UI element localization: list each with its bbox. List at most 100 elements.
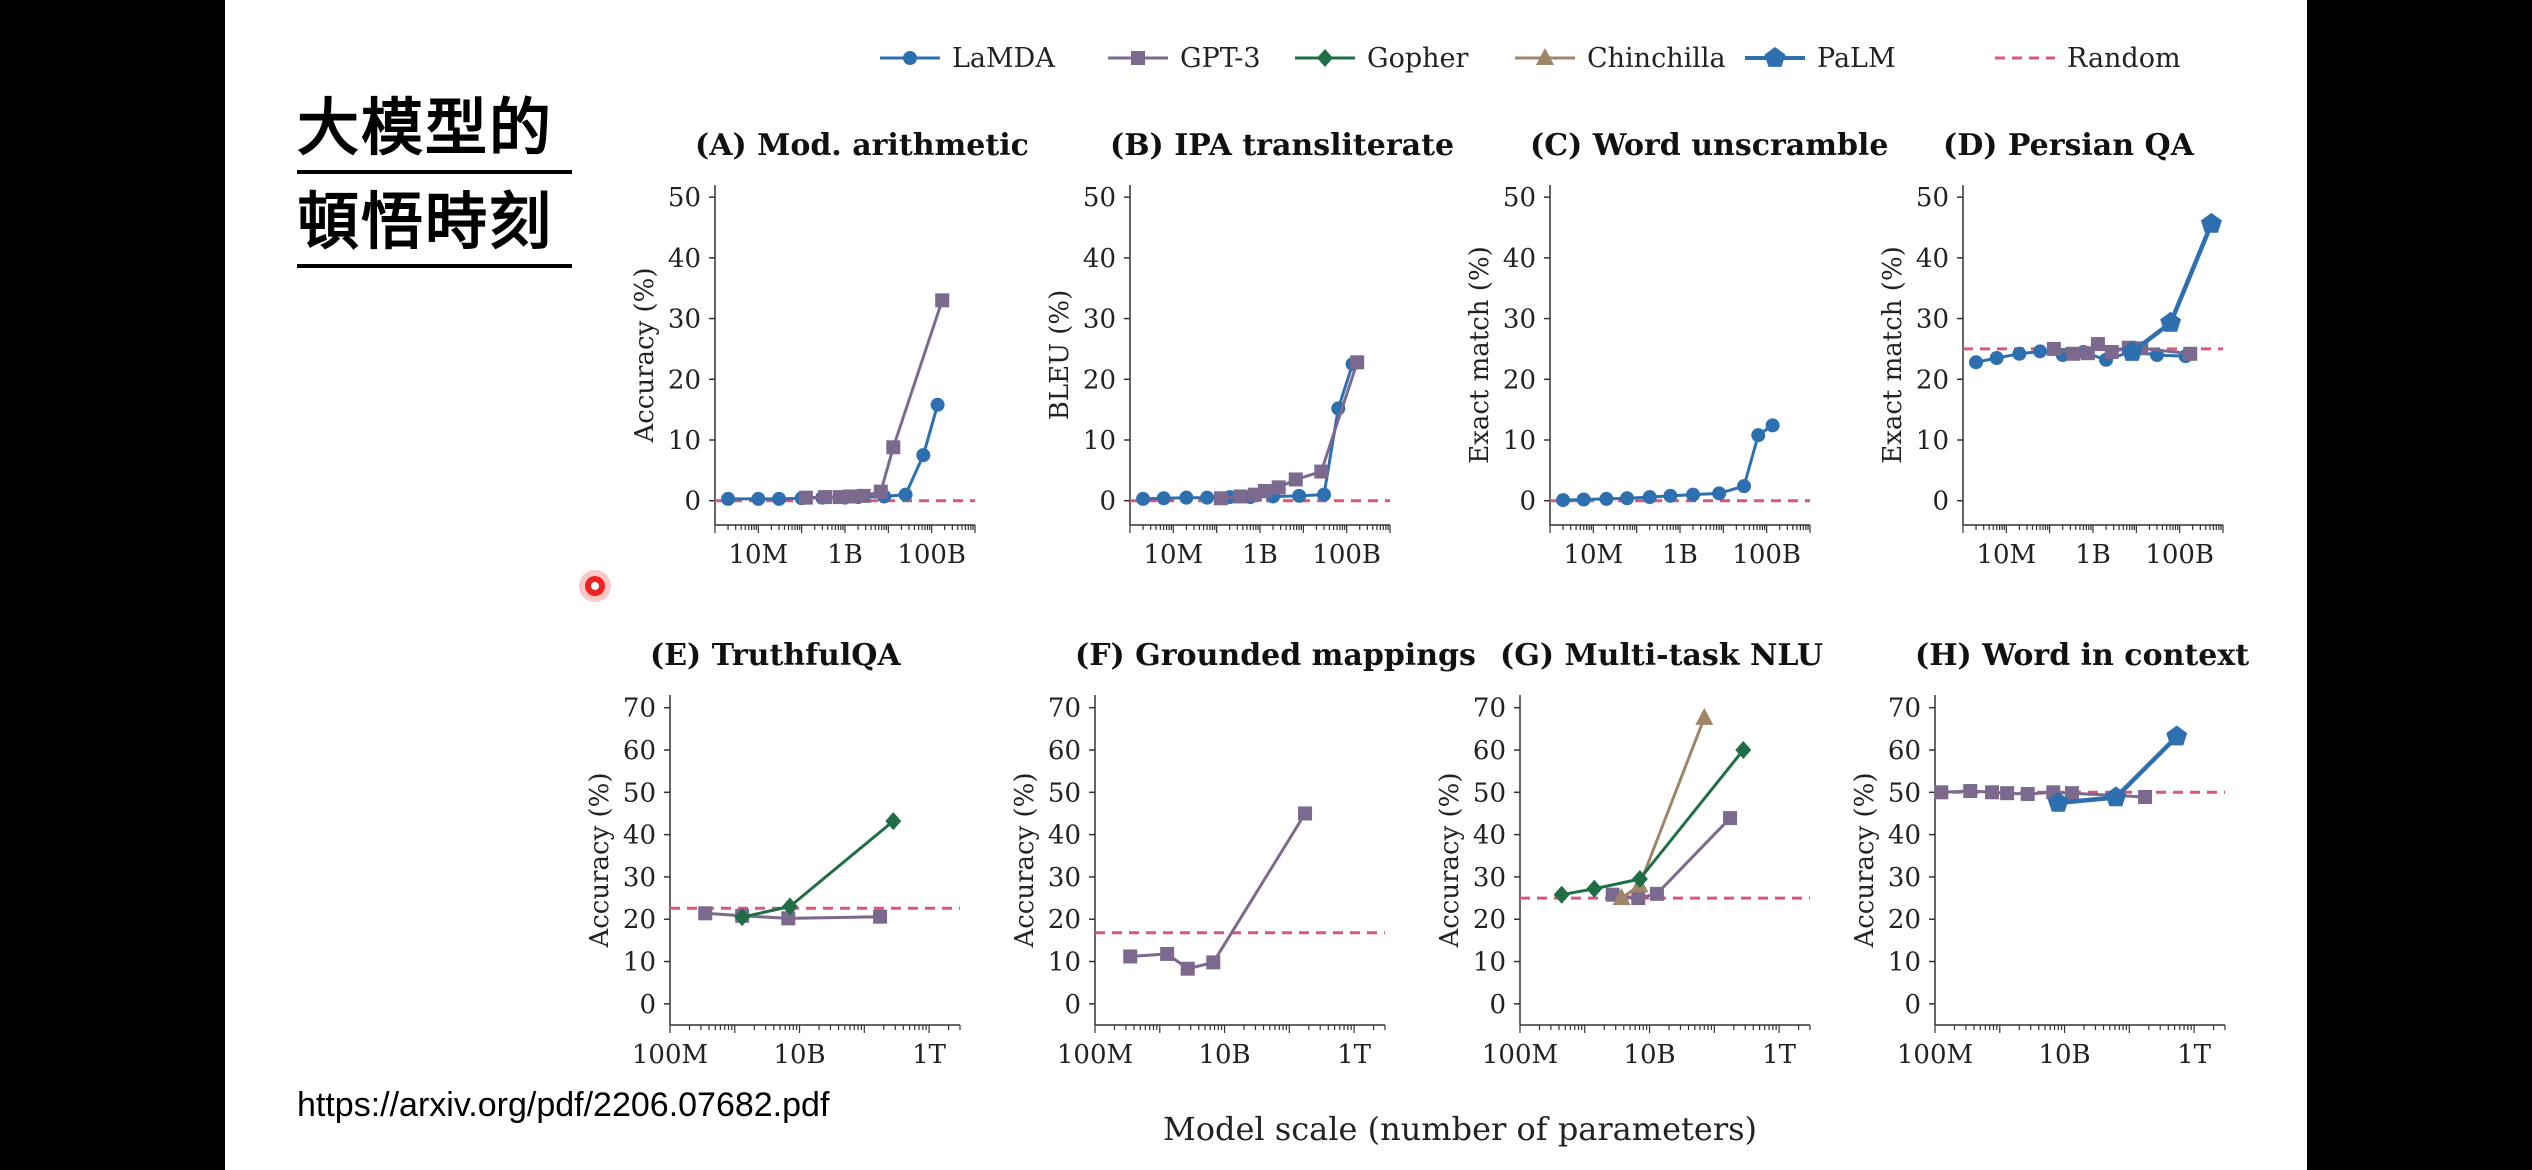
panel-title: (G) Multi-task NLU	[1500, 638, 1823, 673]
y-axis-label: Exact match (%)	[1878, 246, 1908, 464]
data-point	[818, 490, 833, 505]
series-gpt-3	[1213, 355, 1365, 506]
chart-panel-c: (C) Word unscramble 0 10 20 30 40 50 10M 1B 100B E…	[1465, 128, 1888, 570]
series-gpt-3	[798, 293, 950, 505]
x-tick-label: 1T	[1337, 1040, 1372, 1070]
x-tick-label: 1T	[912, 1040, 947, 1070]
x-tick-label: 100M	[1482, 1040, 1558, 1070]
y-tick-label: 70	[1473, 694, 1506, 724]
data-point	[1735, 741, 1752, 759]
data-point	[1663, 488, 1678, 503]
data-point	[856, 488, 871, 503]
x-tick-label: 100M	[1057, 1040, 1133, 1070]
y-tick-label: 20	[1503, 365, 1536, 395]
legend-item-palm: PaLM	[1745, 43, 1896, 74]
series-line	[1142, 363, 1355, 501]
panel-title: (D) Persian QA	[1943, 128, 2195, 163]
data-point	[1553, 885, 1570, 904]
x-tick-label: 100B	[1312, 540, 1381, 570]
data-point	[2000, 786, 2015, 801]
data-point	[1989, 351, 2004, 366]
chart-panel-g: (G) Multi-task NLU 0 10 20 30 40 50 60 70 100M 10B…	[1435, 638, 1823, 1070]
y-tick-label: 10	[1916, 426, 1949, 456]
chart-panel-f: (F) Grounded mappings 0 10 20 30 40 50 60 70 100M…	[1010, 638, 1476, 1070]
y-axis-label: Exact match (%)	[1465, 246, 1495, 464]
y-tick-label: 10	[1083, 426, 1116, 456]
y-tick-label: 50	[1503, 183, 1536, 213]
data-point	[886, 440, 901, 455]
data-point	[1686, 487, 1701, 502]
y-tick-label: 40	[623, 821, 656, 851]
y-tick-label: 10	[1048, 948, 1081, 978]
panel-title: (H) Word in context	[1915, 638, 2249, 673]
x-tick-label: 10B	[1623, 1040, 1675, 1070]
y-tick-label: 0	[1489, 990, 1506, 1020]
title-line-2: 頓悟時刻	[297, 182, 572, 268]
slide: 大模型的 頓悟時刻 LaMDA GPT-3 Gopher Chinchilla PaLM…	[225, 0, 2307, 1170]
series-line	[705, 911, 881, 920]
y-tick-label: 50	[1083, 183, 1116, 213]
data-point	[1934, 785, 1949, 800]
y-tick-label: 10	[1473, 948, 1506, 978]
y-tick-label: 30	[1916, 305, 1949, 335]
x-tick-label: 10M	[1976, 540, 2036, 570]
y-tick-label: 10	[623, 948, 656, 978]
y-tick-label: 20	[1473, 905, 1506, 935]
panel-title: (A) Mod. arithmetic	[695, 128, 1029, 163]
data-point	[1257, 484, 1272, 498]
y-tick-label: 50	[1888, 778, 1921, 808]
series-palm	[2121, 212, 2222, 361]
data-point	[885, 812, 902, 831]
chart-panel-b: (B) IPA transliterate 0 10 20 30 40 50 10M 1B 100…	[1045, 128, 1454, 570]
data-point	[1156, 491, 1171, 506]
y-axis-label: Accuracy (%)	[630, 267, 660, 443]
series-line	[2130, 223, 2214, 354]
data-point	[898, 487, 913, 502]
y-tick-label: 10	[668, 426, 701, 456]
y-tick-label: 40	[1048, 821, 1081, 851]
data-point	[2105, 786, 2127, 807]
y-tick-label: 30	[1048, 863, 1081, 893]
x-tick-label: 1B	[1242, 540, 1278, 570]
y-tick-label: 50	[668, 183, 701, 213]
y-tick-label: 70	[1048, 694, 1081, 724]
legend-label: LaMDA	[952, 43, 1055, 74]
y-tick-label: 20	[1888, 905, 1921, 935]
y-tick-label: 40	[1888, 821, 1921, 851]
data-point	[2064, 786, 2079, 801]
data-point	[1599, 491, 1614, 506]
data-point	[1985, 785, 2000, 800]
y-tick-label: 20	[1916, 365, 1949, 395]
y-tick-label: 50	[1473, 778, 1506, 808]
data-point	[1180, 961, 1195, 976]
chart-panel-e: (E) TruthfulQA 0 10 20 30 40 50 60 70 100M 10B 1T Ac…	[585, 638, 961, 1070]
y-tick-label: 40	[1916, 244, 1949, 274]
y-tick-label: 20	[668, 365, 701, 395]
chart-panel-a: (A) Mod. arithmetic 0 10 20 30 40 50 10M 1B 100B A…	[630, 128, 1029, 570]
y-tick-label: 50	[1048, 778, 1081, 808]
data-point	[1631, 891, 1646, 906]
data-point	[751, 491, 766, 506]
y-tick-label: 40	[1503, 244, 1536, 274]
series-line	[1612, 817, 1732, 900]
data-point	[1963, 784, 1978, 799]
data-point	[1206, 955, 1221, 970]
data-point	[1576, 492, 1591, 507]
data-point	[1288, 472, 1303, 487]
data-point	[1649, 886, 1664, 901]
legend: LaMDA GPT-3 Gopher Chinchilla PaLM Random	[880, 43, 2181, 74]
legend-label: Chinchilla	[1587, 43, 1726, 74]
data-point	[1213, 491, 1228, 506]
y-tick-label: 0	[1099, 487, 1116, 517]
y-tick-label: 50	[623, 778, 656, 808]
source-link[interactable]: https://arxiv.org/pdf/2206.07682.pdf	[297, 1086, 830, 1124]
y-tick-label: 30	[1503, 305, 1536, 335]
y-tick-label: 30	[668, 305, 701, 335]
data-point	[2012, 346, 2027, 361]
series-line	[1561, 749, 1745, 897]
y-axis-label: Accuracy (%)	[1435, 772, 1465, 948]
data-point	[1160, 946, 1175, 961]
data-point	[930, 397, 945, 412]
y-tick-label: 30	[623, 863, 656, 893]
legend-marker	[1536, 48, 1554, 65]
